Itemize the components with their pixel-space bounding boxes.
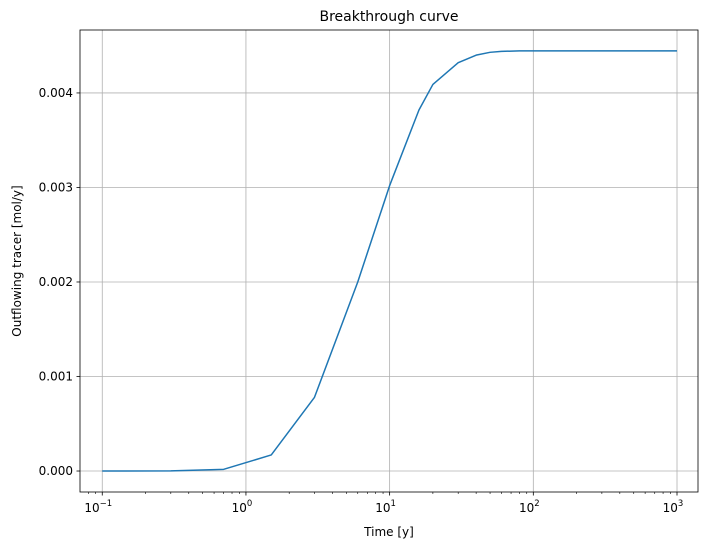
chart-title: Breakthrough curve: [319, 9, 458, 25]
x-tick-label: 10−1: [84, 499, 112, 515]
y-tick-label: 0.002: [39, 275, 73, 289]
x-tick-label: 103: [663, 499, 684, 515]
grid-lines: [80, 30, 698, 492]
x-tick-label: 100: [232, 499, 253, 515]
y-tick-label: 0.001: [39, 370, 73, 384]
y-axis: 0.000 0.001 0.002 0.003 0.004: [39, 86, 80, 478]
y-tick-label: 0.000: [39, 464, 73, 478]
y-tick-label: 0.003: [39, 180, 73, 194]
y-axis-label: Outflowing tracer [mol/y]: [10, 185, 24, 336]
x-tick-label: 101: [375, 499, 396, 515]
x-axis-label: Time [y]: [363, 525, 414, 539]
x-axis: 10−1 100 101 102 103: [84, 492, 683, 515]
y-tick-label: 0.004: [39, 86, 73, 100]
series-layer: [102, 50, 677, 472]
plot-frame: [79, 29, 699, 493]
series-line: [102, 50, 677, 472]
x-tick-label: 102: [519, 499, 540, 515]
